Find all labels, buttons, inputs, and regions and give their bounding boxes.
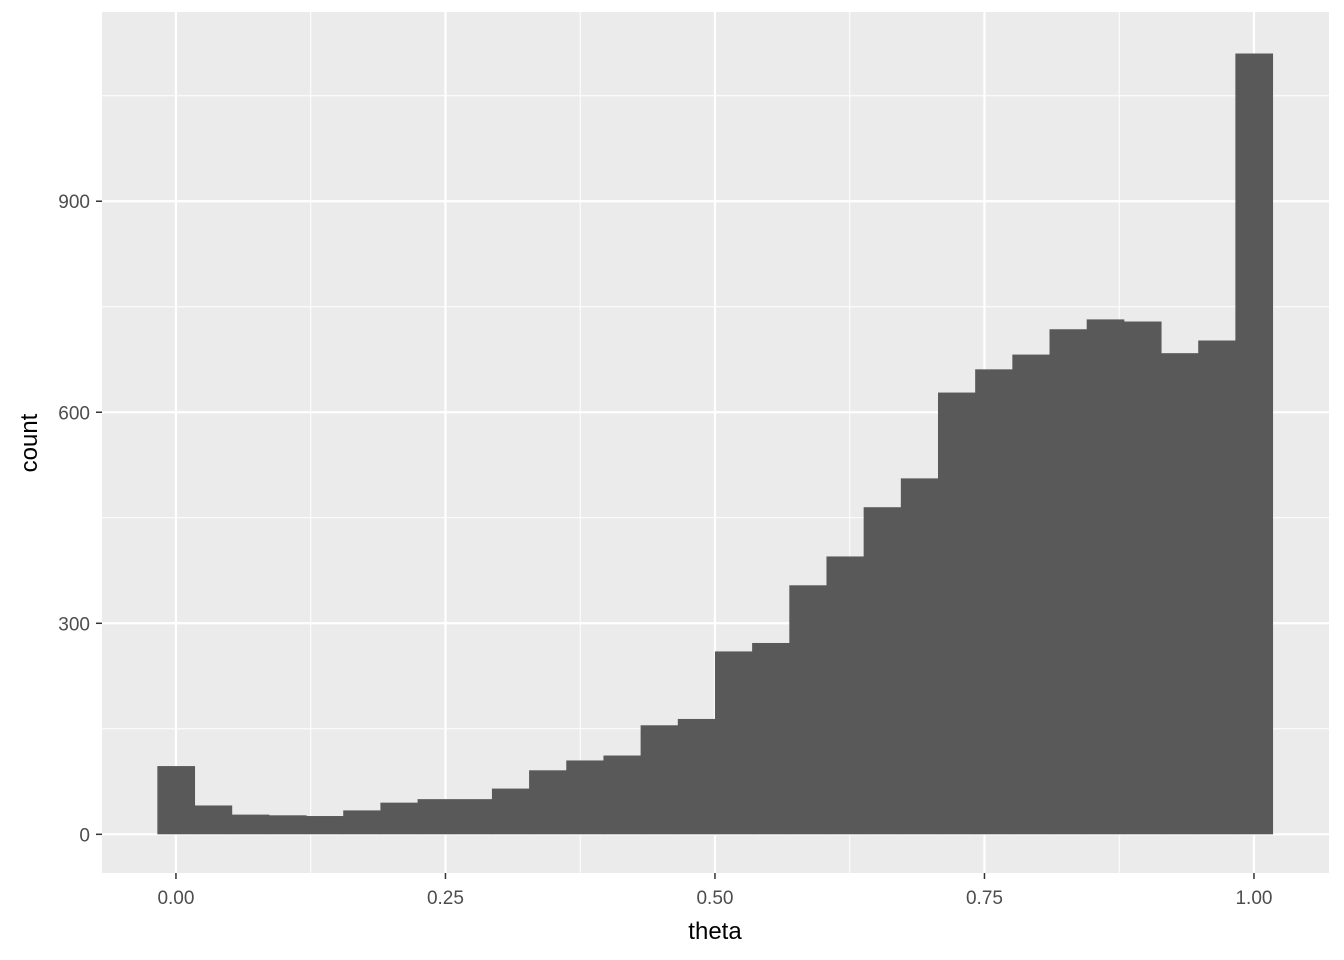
histogram-bar [231,814,270,835]
x-tick-label: 1.00 [1235,888,1272,909]
histogram-bar [1086,319,1125,835]
histogram-bar [603,755,642,835]
x-tick-label: 0.50 [696,888,733,909]
histogram-bar [268,815,307,835]
histogram-bar [752,642,790,835]
histogram-bar [1161,353,1199,835]
histogram-bar [491,788,530,835]
histogram-bar [1049,329,1088,835]
x-tick-label: 0.00 [157,888,194,909]
histogram-bar [826,556,865,835]
x-axis: 0.00 0.25 0.50 0.75 1.00 [157,873,1272,909]
histogram-bar [789,585,827,835]
y-tick-label: 0 [79,825,90,846]
y-axis-title: count [16,413,43,472]
histogram-bar [1198,340,1236,835]
histogram-bar [714,651,753,835]
y-tick-label: 600 [58,403,90,424]
histogram-bar [1235,53,1274,835]
histogram-bar [157,766,196,835]
histogram-bar [677,718,716,835]
histogram-bar [343,810,381,835]
histogram-bar [194,805,233,835]
histogram-bar [306,816,344,835]
histogram-bar [380,802,419,835]
y-axis: 0 300 600 900 [58,192,102,846]
bars [157,53,1274,835]
histogram-bar [417,799,456,835]
histogram-bar [1123,321,1162,835]
histogram-bar [454,799,493,835]
x-tick-label: 0.75 [966,888,1003,909]
histogram-bar [863,507,902,835]
histogram-bar [900,478,939,835]
histogram-bar [640,725,679,835]
histogram-bar [529,770,567,835]
y-tick-label: 900 [58,192,90,213]
y-tick-label: 300 [58,614,90,635]
histogram-bar [937,392,976,835]
x-tick-label: 0.25 [427,888,464,909]
histogram-bar [975,369,1013,835]
histogram-bar [566,760,604,835]
x-axis-title: theta [688,918,742,945]
histogram-bar [1012,354,1051,835]
